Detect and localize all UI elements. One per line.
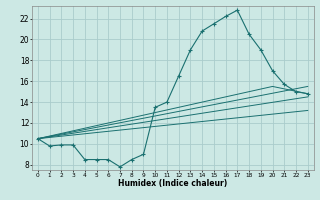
- X-axis label: Humidex (Indice chaleur): Humidex (Indice chaleur): [118, 179, 228, 188]
